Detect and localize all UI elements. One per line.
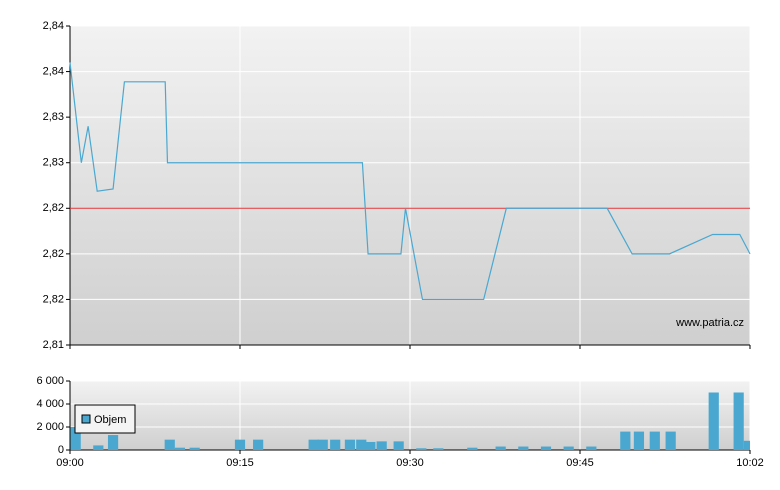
y-tick-label: 2,83 (43, 111, 64, 123)
volume-bar (633, 431, 645, 450)
volume-bar (393, 441, 404, 450)
volume-bar (308, 439, 319, 450)
legend-swatch (81, 414, 91, 424)
volume-bar (563, 446, 574, 450)
y-tick-label: 2,82 (43, 293, 64, 305)
legend-label: Objem (94, 414, 126, 426)
volume-bar (416, 448, 427, 450)
y-tick-label: 2,83 (43, 157, 64, 169)
volume-bar (649, 431, 660, 450)
volume-bar (330, 439, 341, 450)
volume-bar (93, 445, 104, 450)
volume-bar (253, 439, 264, 450)
y-tick-label: 2,84 (43, 20, 64, 32)
volume-bar (376, 441, 387, 450)
volume-bar (317, 439, 328, 450)
watermark: www.patria.cz (675, 317, 744, 329)
volume-bar (586, 446, 597, 450)
x-tick-label: 09:45 (566, 457, 594, 469)
price-line (69, 62, 751, 301)
volume-bar (495, 446, 506, 450)
y-tick-label: 6 000 (36, 375, 64, 387)
volume-bar (743, 440, 750, 450)
x-tick-label: 10:02 (736, 457, 764, 469)
volume-bar (356, 439, 367, 450)
volume-bar (708, 392, 719, 450)
volume-bar (733, 392, 744, 450)
volume-bar (433, 448, 444, 450)
y-tick-label: 2,84 (43, 65, 64, 77)
y-tick-label: 2 000 (36, 421, 64, 433)
y-tick-label: 2,81 (43, 339, 64, 351)
volume-bar (234, 439, 246, 450)
volume-bar (620, 431, 631, 450)
volume-bar (665, 431, 676, 450)
volume-bar (164, 439, 175, 450)
y-tick-label: 4 000 (36, 398, 64, 410)
volume-bar (467, 447, 478, 450)
volume-bar (107, 435, 119, 450)
volume-bar (540, 446, 552, 450)
x-tick-label: 09:30 (396, 457, 424, 469)
y-tick-label: 0 (58, 444, 64, 456)
y-tick-label: 2,82 (43, 202, 64, 214)
volume-bar (344, 439, 356, 450)
x-tick-label: 09:15 (226, 457, 254, 469)
volume-bar (70, 427, 81, 450)
volume-bar (189, 447, 200, 450)
volume-bar (518, 446, 529, 450)
volume-bar (365, 441, 376, 450)
x-tick-label: 09:00 (56, 457, 84, 469)
volume-bar (174, 447, 186, 450)
y-tick-label: 2,82 (43, 248, 64, 260)
